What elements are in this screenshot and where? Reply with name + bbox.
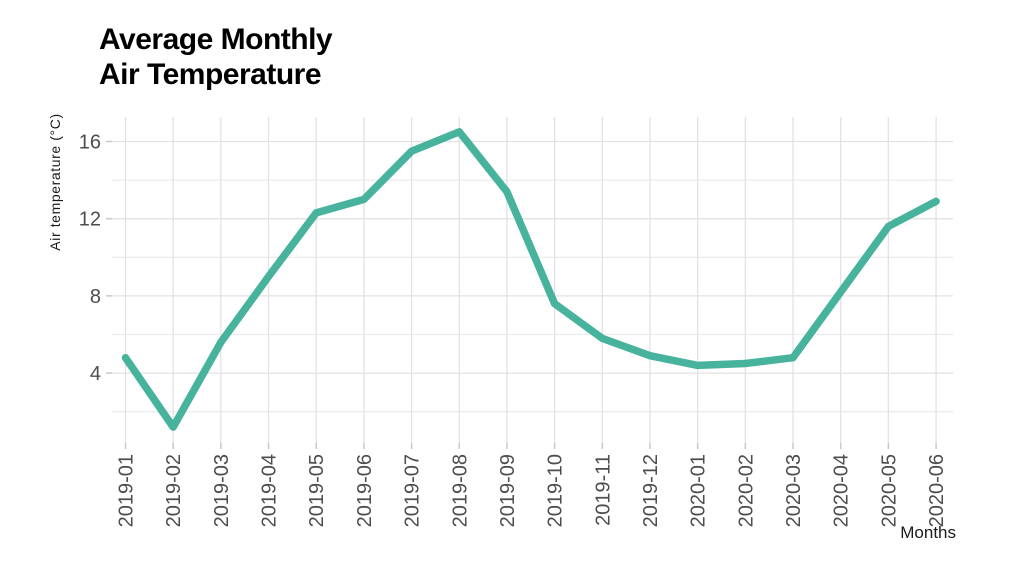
y-tick-label: 16 <box>79 132 101 154</box>
x-tick-label: 2019-06 <box>354 454 376 527</box>
chart-title-line2: Air Temperature <box>99 58 322 91</box>
x-tick-label: 2019-01 <box>116 454 138 527</box>
gridlines <box>112 117 953 443</box>
y-axis-tick-labels: 4 8 12 16 <box>79 132 101 386</box>
x-tick-label: 2019-05 <box>306 454 328 527</box>
x-tick-label: 2019-07 <box>402 454 424 527</box>
x-tick-label: 2019-03 <box>211 454 233 527</box>
x-tick-label: 2020-03 <box>783 454 805 527</box>
y-tick-label: 8 <box>90 286 101 308</box>
x-tick-label: 2020-06 <box>926 454 948 527</box>
y-tick-label: 12 <box>79 209 101 231</box>
x-tick-label: 2020-05 <box>878 454 900 527</box>
x-tick-label: 2019-11 <box>592 454 614 526</box>
temperature-line <box>121 128 940 431</box>
chart-title: Average Monthly Air Temperature <box>99 22 333 92</box>
x-tick-label: 2019-12 <box>640 454 662 527</box>
x-axis-title: Months <box>900 523 956 542</box>
x-axis-tick-labels: 2019-01 2019-02 2019-03 2019-04 2019-05 2019-… <box>116 454 949 527</box>
x-tick-label: 2019-10 <box>545 454 567 527</box>
x-tick-label: 2020-01 <box>688 454 710 527</box>
y-axis-title: Air temperature (°C) <box>47 113 63 250</box>
axis-tick-marks <box>106 140 937 449</box>
x-tick-label: 2019-04 <box>259 454 281 527</box>
x-tick-label: 2019-02 <box>163 454 185 527</box>
x-tick-label: 2020-04 <box>831 454 853 527</box>
x-tick-label: 2019-09 <box>497 454 519 527</box>
x-tick-label: 2019-08 <box>449 454 471 527</box>
chart-title-line1: Average Monthly <box>99 23 333 56</box>
x-tick-label: 2020-02 <box>735 454 757 527</box>
y-tick-label: 4 <box>90 363 101 385</box>
